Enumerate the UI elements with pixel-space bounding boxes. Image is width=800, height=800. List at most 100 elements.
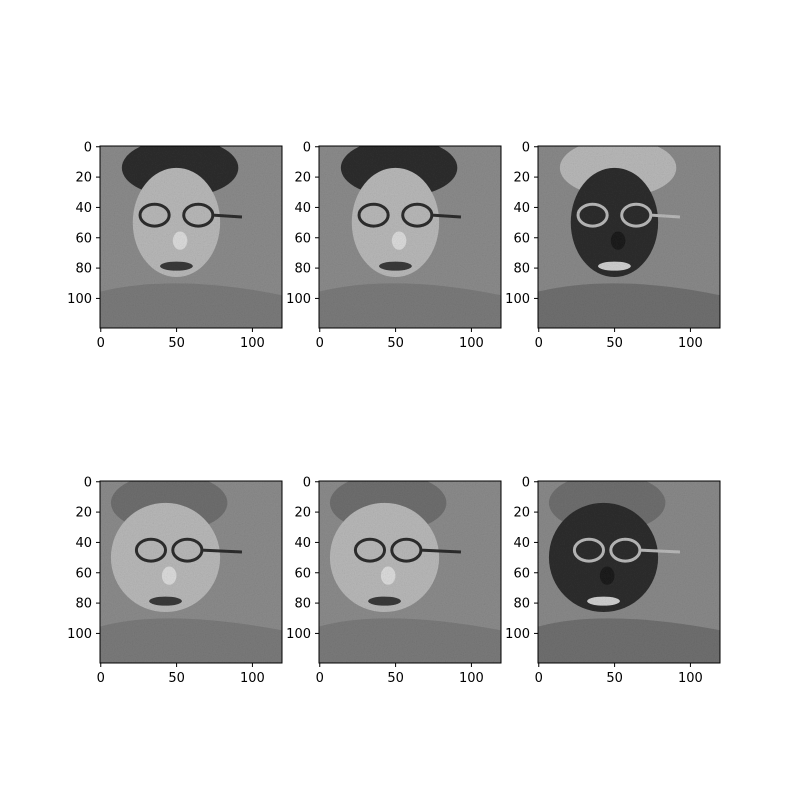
glasses-arm [201, 548, 243, 554]
y-tick-label: 80 [75, 597, 92, 612]
y-tick-label: 80 [513, 597, 530, 612]
y-tick-label: 60 [294, 231, 311, 246]
x-tick-label: 50 [606, 671, 623, 686]
y-tick-label: 80 [294, 262, 311, 277]
x-tick-label: 50 [387, 671, 404, 686]
y-tick-label: 0 [84, 475, 92, 490]
mouth-shape [160, 261, 193, 271]
y-tick-label: 0 [303, 475, 311, 490]
x-tick-label: 50 [168, 671, 185, 686]
face-shape [570, 167, 659, 278]
panel-row1-col2: 0 50 100 0 20 40 60 80 100 [286, 140, 502, 351]
nose-shape [172, 231, 188, 250]
x-tick-label: 100 [678, 671, 703, 686]
y-tick-label: 0 [84, 140, 92, 155]
y-tick-label: 40 [75, 201, 92, 216]
y-tick-label: 80 [294, 597, 311, 612]
mouth-shape [368, 596, 401, 606]
axes-frame [318, 145, 502, 329]
glasses-lens-left [138, 202, 171, 228]
y-tick-label: 20 [513, 506, 530, 521]
face-shape [132, 167, 221, 278]
y-tick-label: 20 [294, 506, 311, 521]
y-tick-label: 80 [75, 262, 92, 277]
x-tick-label: 0 [97, 336, 105, 351]
panel-row2-col1: 0 50 100 0 20 40 60 80 100 [67, 475, 283, 686]
face-shape [548, 502, 659, 613]
y-tick-label: 40 [513, 201, 530, 216]
glasses-arm [639, 548, 681, 554]
shirt-shape [100, 283, 282, 328]
glasses-arm [212, 213, 243, 219]
y-tick-label: 40 [75, 536, 92, 551]
shirt-shape [538, 283, 720, 328]
panel-row2-col2: 0 50 100 0 20 40 60 80 100 [286, 475, 502, 686]
x-tick-label: 0 [97, 671, 105, 686]
mouth-shape [587, 596, 620, 606]
mouth-shape [598, 261, 631, 271]
y-tick-label: 100 [67, 292, 92, 307]
y-tick-label: 100 [286, 627, 311, 642]
axes-frame [318, 480, 502, 664]
image-heatmap-row2-col1 [100, 481, 282, 663]
axes-frame [537, 145, 721, 329]
y-tick-label: 40 [513, 536, 530, 551]
x-tick-label: 0 [316, 671, 324, 686]
shirt-shape [319, 283, 501, 328]
shirt-shape [319, 618, 501, 663]
y-tick-label: 20 [294, 171, 311, 186]
y-tick-label: 0 [522, 475, 530, 490]
x-tick-label: 50 [387, 336, 404, 351]
panel-row1-col3: 0 50 100 0 20 40 60 80 100 [505, 140, 721, 351]
face-shape [351, 167, 440, 278]
face-shape [110, 502, 221, 613]
y-tick-label: 80 [513, 262, 530, 277]
y-tick-label: 0 [522, 140, 530, 155]
glasses-arm [420, 548, 462, 554]
image-heatmap-row2-col3 [538, 481, 720, 663]
y-tick-label: 40 [294, 201, 311, 216]
y-tick-label: 100 [505, 292, 530, 307]
glasses-arm [650, 213, 681, 219]
glasses-lens-right [390, 537, 423, 563]
y-tick-label: 100 [505, 627, 530, 642]
x-tick-label: 100 [240, 671, 265, 686]
glasses-arm [431, 213, 462, 219]
y-tick-label: 40 [294, 536, 311, 551]
y-tick-label: 60 [513, 231, 530, 246]
shirt-shape [100, 618, 282, 663]
x-tick-label: 0 [535, 671, 543, 686]
panel-row2-col3: 0 50 100 0 20 40 60 80 100 [505, 475, 721, 686]
axes-frame [99, 480, 283, 664]
x-tick-label: 100 [240, 336, 265, 351]
axes-frame [537, 480, 721, 664]
y-tick-label: 0 [303, 140, 311, 155]
y-tick-label: 20 [75, 506, 92, 521]
glasses-lens-left [572, 537, 606, 563]
panel-row1-col1: 0 50 100 0 20 40 60 80 100 [67, 140, 283, 351]
y-tick-label: 60 [75, 566, 92, 581]
mouth-shape [149, 596, 182, 606]
y-tick-label: 100 [67, 627, 92, 642]
y-tick-label: 60 [513, 566, 530, 581]
mouth-shape [379, 261, 412, 271]
y-tick-label: 100 [286, 292, 311, 307]
x-tick-label: 100 [459, 336, 484, 351]
glasses-lens-left [576, 202, 609, 228]
image-heatmap-row2-col2 [319, 481, 501, 663]
x-tick-label: 0 [535, 336, 543, 351]
glasses-lens-left [134, 537, 168, 563]
y-tick-label: 20 [75, 171, 92, 186]
glasses-lens-left [353, 537, 387, 563]
x-tick-label: 50 [606, 336, 623, 351]
nose-shape [599, 566, 615, 585]
y-tick-label: 60 [294, 566, 311, 581]
image-heatmap-row1-col2 [319, 146, 501, 328]
nose-shape [610, 231, 626, 250]
image-heatmap-row1-col3 [538, 146, 720, 328]
x-tick-label: 100 [678, 336, 703, 351]
y-tick-label: 20 [513, 171, 530, 186]
nose-shape [380, 566, 396, 585]
